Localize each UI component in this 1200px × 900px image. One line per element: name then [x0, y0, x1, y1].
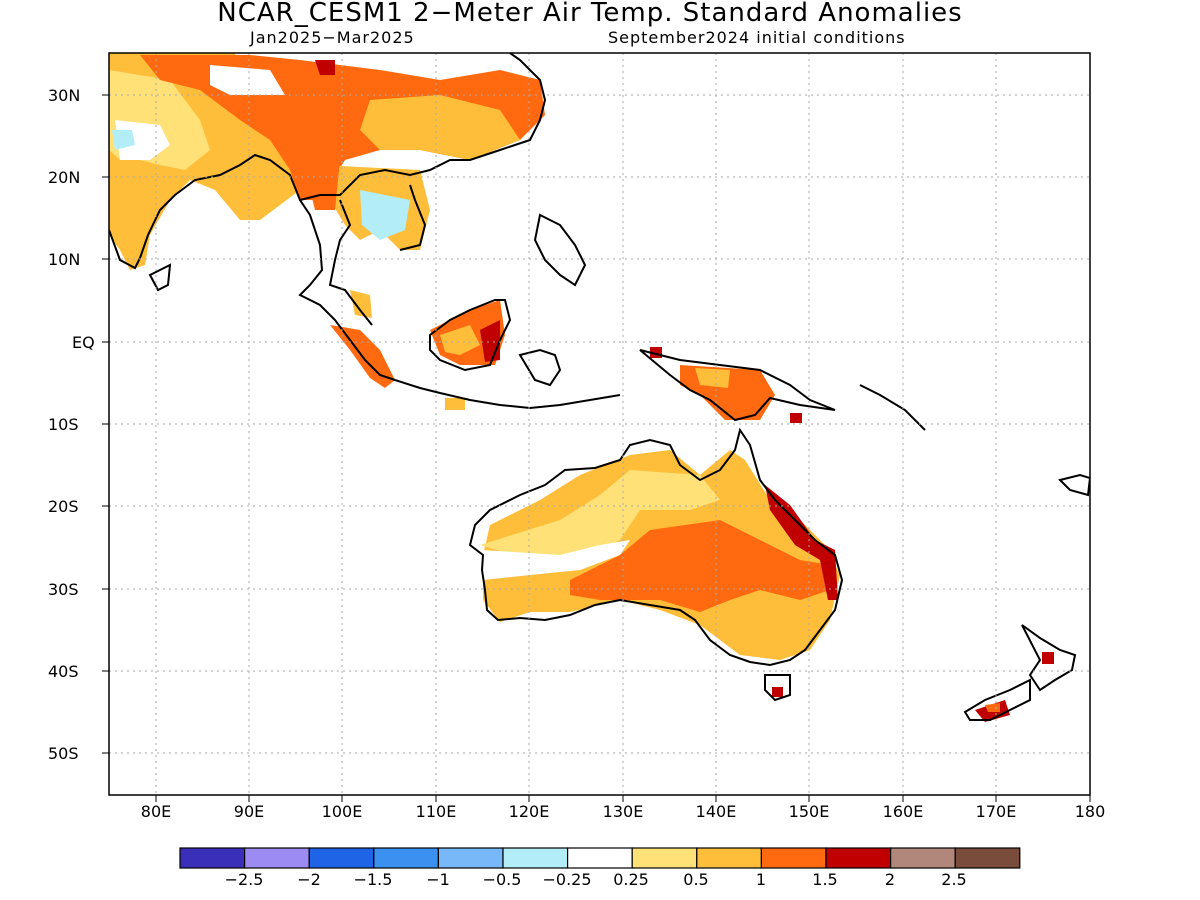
colorbar-label: −1 — [426, 870, 450, 889]
colorbar-swatch — [179, 847, 246, 869]
colorbar-label: 1 — [755, 870, 767, 889]
lon-label-110e: 110E — [415, 802, 457, 821]
colorbar-swatch — [889, 847, 956, 869]
colorbar-label: 0.5 — [683, 870, 709, 889]
coastlines — [109, 53, 1090, 721]
lat-label-30s: 30S — [48, 580, 79, 599]
region-australia-white — [483, 540, 630, 580]
lon-label-80e: 80E — [140, 802, 172, 821]
region-malaysia — [350, 290, 372, 318]
colorbar-label: 1.5 — [812, 870, 838, 889]
region-new-britain-red — [790, 413, 802, 423]
colorbar-swatch — [437, 847, 504, 869]
lon-label-90e: 90E — [233, 802, 265, 821]
colorbar-swatch — [373, 847, 439, 869]
lon-label-130e: 130E — [602, 802, 644, 821]
region-india-cool — [112, 130, 135, 150]
colorbar-label: 2.5 — [941, 870, 967, 889]
lon-label-170e: 170E — [975, 802, 1017, 821]
forecast-period: Jan2025−Mar2025 — [250, 28, 415, 47]
region-northern-australia — [480, 470, 720, 560]
region-nz-north-red — [1042, 652, 1054, 664]
map-plot-area — [102, 52, 1091, 802]
region-eastern-australia — [765, 485, 838, 600]
lat-label-30n: 30N — [48, 86, 81, 105]
colorbar — [179, 847, 1021, 869]
colorbar-swatch — [502, 847, 569, 869]
lon-label-100e: 100E — [321, 802, 363, 821]
region-china-red — [315, 60, 335, 75]
lon-label-180: 180 — [1074, 802, 1106, 821]
lat-label-20n: 20N — [48, 168, 81, 187]
region-southeast-asia — [360, 190, 410, 240]
colorbar-label: −1.5 — [353, 870, 393, 889]
map-title: NCAR_CESM1 2−Meter Air Temp. Standard An… — [217, 0, 963, 28]
colorbar-swatch — [760, 847, 827, 869]
colorbar-swatch — [566, 847, 633, 869]
region-tasmania-red — [772, 687, 783, 697]
colorbar-swatch — [631, 847, 698, 869]
region-new-guinea-light — [695, 368, 730, 388]
colorbar-label: −2.5 — [224, 870, 264, 889]
lon-label-140e: 140E — [695, 802, 737, 821]
colorbar-swatch — [696, 847, 762, 869]
graticule — [109, 53, 1090, 795]
initial-conditions: September2024 initial conditions — [608, 28, 906, 47]
colorbar-swatch — [244, 847, 310, 869]
colorbar-label: −0.5 — [482, 870, 522, 889]
lon-label-160e: 160E — [882, 802, 924, 821]
region-borneo-light — [440, 325, 480, 355]
colorbar-label: −0.25 — [542, 870, 592, 889]
colorbar-label: 2 — [884, 870, 896, 889]
lat-label-40s: 40S — [48, 662, 79, 681]
colorbar-swatch — [954, 847, 1021, 869]
lat-label-50s: 50S — [48, 744, 79, 763]
colorbar-label: −2 — [297, 870, 321, 889]
region-nz-orange — [985, 703, 1000, 712]
region-java-strip — [445, 398, 465, 410]
lat-label-10s: 10S — [48, 415, 79, 434]
colorbar-swatch — [825, 847, 892, 869]
region-china-orange-light — [360, 95, 520, 160]
lon-label-150e: 150E — [788, 802, 830, 821]
lat-label-eq: EQ — [72, 333, 95, 352]
axis-ticks — [102, 94, 1091, 802]
lat-label-20s: 20S — [48, 497, 79, 516]
lon-label-120e: 120E — [508, 802, 550, 821]
lat-label-10n: 10N — [48, 250, 81, 269]
region-central-australia — [570, 520, 830, 612]
colorbar-label: 0.25 — [613, 870, 649, 889]
colorbar-swatch — [308, 847, 375, 869]
region-tibet-white — [210, 65, 285, 95]
